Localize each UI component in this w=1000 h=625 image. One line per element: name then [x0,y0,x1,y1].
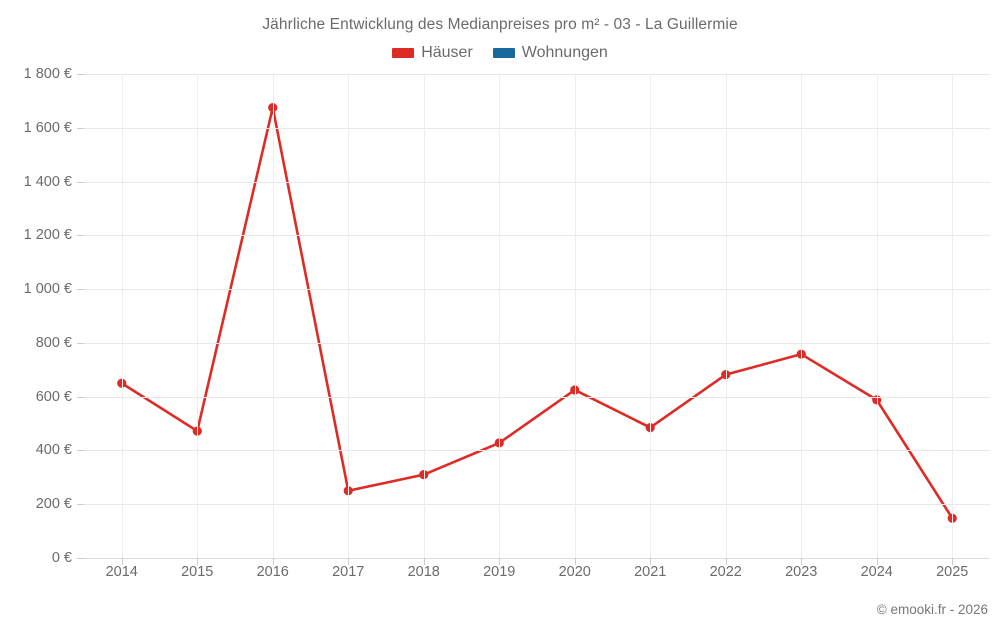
legend-item-haeuser[interactable]: Häuser [392,44,473,62]
legend-swatch-wohnungen [492,48,515,58]
gridline-horizontal [84,235,990,237]
gridline-vertical [121,74,123,558]
y-axis-tick-label: 200 € [35,496,72,513]
x-axis-tick-mark [499,558,501,565]
gridline-vertical [272,74,274,558]
x-axis-tick-label: 2023 [785,564,818,580]
x-axis-tick-label: 2020 [558,564,591,580]
y-axis-tick-label: 1 600 € [23,119,72,136]
y-axis-tick-mark [77,396,84,398]
gridline-horizontal [84,127,990,129]
y-axis-tick-mark [77,235,84,237]
gridline-vertical [725,74,727,558]
y-axis-tick-mark [77,558,84,559]
chart-title: Jährliche Entwicklung des Medianpreises … [262,16,738,33]
legend-label-wohnungen: Wohnungen [521,44,608,61]
y-axis-tick-mark [77,504,84,506]
y-axis-tick-mark [77,289,84,291]
legend-swatch-haeuser [392,48,415,58]
y-axis-tick-label: 1 400 € [23,173,72,190]
x-axis-tick-label: 2022 [709,564,742,580]
legend-label-haeuser: Häuser [421,44,473,61]
plot-area [84,74,990,559]
y-axis-tick-label: 400 € [35,442,72,459]
x-axis-tick-mark [801,558,803,565]
x-axis-tick-label: 2021 [634,564,667,580]
x-axis-tick-label: 2019 [483,564,516,580]
y-axis-tick-mark [77,127,84,129]
y-axis-tick-label: 1 000 € [23,281,72,298]
gridline-vertical [499,74,501,558]
y-axis-tick-label: 1 200 € [23,227,72,244]
data-point-marker[interactable] [268,103,278,113]
x-axis-tick-label: 2024 [860,564,893,580]
x-axis-line [84,558,990,559]
gridline-vertical [197,74,199,558]
x-axis-tick-label: 2016 [256,564,289,580]
gridline-horizontal [84,396,990,398]
chart-legend: Häuser Wohnungen [0,44,1000,62]
y-axis-tick-mark [77,342,84,344]
x-axis-tick-mark [650,558,652,565]
gridline-horizontal [84,450,990,452]
x-axis-tick-label: 2017 [332,564,365,580]
gridline-vertical [574,74,576,558]
gridline-vertical [876,74,878,558]
data-series-layer [117,103,957,523]
y-axis-tick-label: 800 € [35,334,72,351]
series-line-häuser [120,106,954,520]
gridline-horizontal [84,181,990,183]
x-axis-tick-label: 2018 [407,564,440,580]
y-axis-tick-mark [77,74,84,75]
x-axis-tick-mark [952,558,954,565]
x-axis-tick-label: 2025 [936,564,969,580]
gridline-vertical [801,74,803,558]
x-axis-tick-mark [423,558,425,565]
copyright-credit: © emooki.fr - 2026 [876,602,988,617]
x-axis-tick-mark [121,558,123,565]
gridline-horizontal [84,74,990,75]
x-axis-tick-mark [348,558,350,565]
gridline-horizontal [84,289,990,291]
gridline-vertical [650,74,652,558]
y-axis-tick-mark [77,450,84,452]
gridline-horizontal [84,342,990,344]
y-axis-tick-label: 600 € [35,388,72,405]
gridline-horizontal [84,504,990,506]
gridline-vertical [423,74,425,558]
gridline-vertical [348,74,350,558]
legend-item-wohnungen[interactable]: Wohnungen [492,44,608,62]
x-axis-tick-mark [197,558,199,565]
x-axis-tick-label: 2014 [105,564,138,580]
x-axis-tick-label: 2015 [181,564,214,580]
x-axis-tick-mark [876,558,878,565]
y-axis-tick-label: 0 € [51,550,72,566]
y-axis-tick-label: 1 800 € [23,66,72,82]
y-axis-tick-mark [77,181,84,183]
gridline-vertical [952,74,954,558]
x-axis-tick-mark [574,558,576,565]
x-axis-tick-mark [272,558,274,565]
x-axis-tick-mark [725,558,727,565]
